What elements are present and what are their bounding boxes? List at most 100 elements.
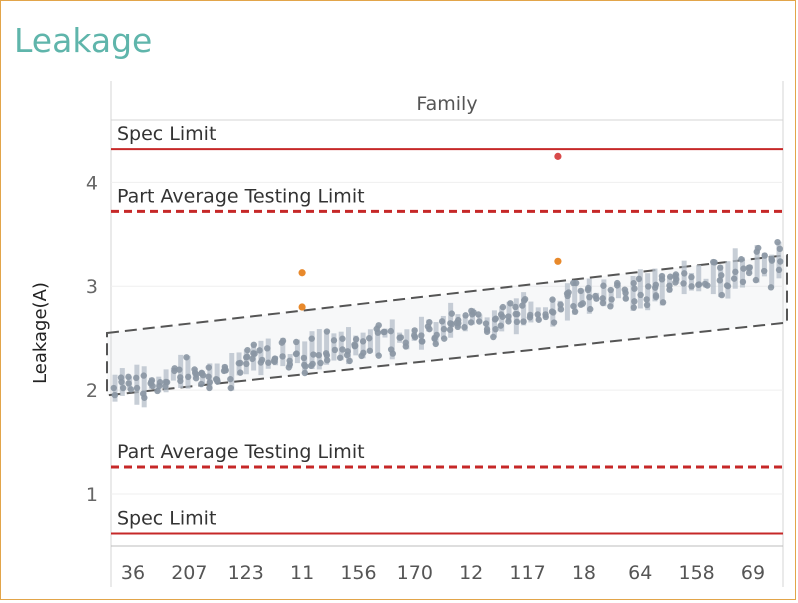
data-point (631, 298, 638, 305)
box-marker (265, 338, 271, 369)
box-marker (615, 282, 621, 299)
data-point (119, 384, 127, 392)
x-tick-label: 158 (679, 562, 715, 584)
data-point (467, 319, 475, 326)
data-point (438, 318, 446, 325)
data-point (375, 352, 382, 359)
data-point (667, 273, 674, 280)
x-tick-label: 64 (628, 562, 652, 584)
data-point (586, 293, 593, 301)
data-point (374, 329, 382, 336)
outlier-point (298, 269, 306, 277)
data-point (346, 357, 353, 365)
x-tick-label: 156 (340, 562, 376, 584)
data-point (140, 372, 147, 379)
data-point (505, 313, 512, 320)
data-point (440, 325, 448, 333)
data-point (740, 265, 747, 272)
x-tick-label: 207 (171, 562, 207, 584)
data-point (352, 342, 359, 349)
box-marker (280, 337, 286, 367)
data-point (244, 346, 251, 354)
data-point (441, 335, 448, 342)
box-marker (688, 272, 694, 291)
data-point (680, 280, 687, 287)
data-point (198, 370, 205, 377)
data-point (607, 303, 614, 310)
data-point (322, 350, 330, 357)
data-point (512, 303, 519, 311)
data-point (775, 266, 783, 274)
data-point (358, 352, 365, 360)
box-marker (645, 273, 651, 311)
reference-line-label: Spec Limit (117, 508, 216, 530)
data-point (125, 373, 132, 381)
data-point (688, 273, 695, 281)
data-point (577, 301, 585, 308)
data-point (461, 324, 468, 331)
data-point (476, 318, 483, 325)
data-point (600, 282, 607, 289)
data-point (237, 369, 244, 376)
data-point (139, 390, 147, 397)
data-point (577, 287, 584, 295)
box-marker (601, 279, 607, 307)
data-point (133, 374, 140, 382)
data-point (637, 291, 644, 299)
data-point (777, 258, 784, 265)
data-point (630, 304, 637, 311)
x-tick-label: 12 (459, 562, 483, 584)
box-marker (769, 254, 775, 288)
page-title: Leakage (14, 21, 153, 60)
data-point (205, 373, 212, 380)
data-point (308, 335, 315, 342)
data-point (213, 376, 221, 383)
box-marker (185, 355, 191, 389)
data-point (622, 295, 629, 302)
data-point (548, 308, 556, 315)
data-point (608, 296, 615, 303)
data-point (607, 286, 614, 294)
data-point (666, 282, 673, 289)
data-point (492, 325, 499, 333)
box-marker (360, 332, 366, 359)
data-point (768, 257, 776, 264)
data-point (249, 355, 256, 363)
x-tick-label: 117 (509, 562, 545, 584)
data-point (198, 380, 205, 388)
box-marker (141, 366, 147, 408)
data-point (397, 334, 405, 341)
box-marker (572, 282, 578, 315)
data-point (127, 386, 135, 393)
data-point (317, 359, 324, 367)
data-point (125, 380, 132, 387)
data-point (285, 364, 293, 371)
data-point (336, 354, 344, 361)
data-point (701, 280, 709, 288)
data-point (526, 314, 534, 321)
outlier-point (554, 152, 562, 160)
data-point (652, 292, 660, 299)
data-point (244, 353, 251, 360)
data-point (227, 375, 234, 383)
data-point (292, 350, 300, 358)
data-point (271, 355, 279, 362)
data-point (183, 354, 190, 361)
data-point (490, 333, 497, 341)
data-point (206, 384, 213, 392)
data-point (156, 379, 164, 386)
data-point (688, 283, 695, 290)
data-point (587, 305, 594, 313)
data-point (724, 282, 732, 290)
y-tick-label: 4 (86, 172, 98, 194)
data-point (520, 318, 527, 325)
data-point (745, 269, 753, 277)
data-point (235, 360, 243, 367)
box-marker (761, 252, 767, 277)
y-tick-label: 1 (86, 484, 98, 506)
data-point (512, 310, 519, 318)
data-point (716, 277, 723, 284)
data-point (760, 267, 768, 275)
data-point (621, 286, 628, 293)
data-point (359, 338, 367, 345)
